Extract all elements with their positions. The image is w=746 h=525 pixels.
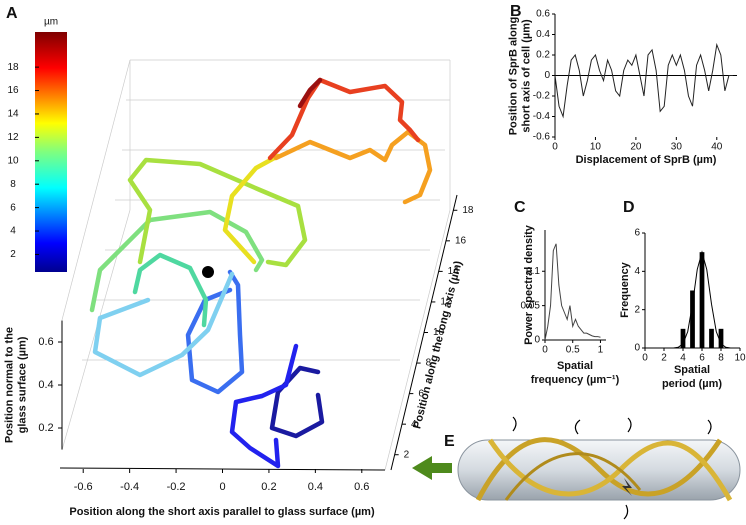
x-tick-label: 10 — [734, 353, 746, 364]
y-tick-label: 0 — [544, 70, 550, 81]
track — [475, 437, 723, 502]
x-tick-label: 2 — [661, 353, 667, 364]
bar — [718, 328, 724, 348]
y-tick-label: 6 — [634, 228, 640, 239]
bar — [699, 252, 705, 348]
colorbar-tick-label: 10 — [7, 155, 19, 166]
axis-label: short axis of cell (µm) — [520, 19, 532, 133]
long-tick-label: 14 — [448, 266, 460, 277]
z-tick-label: 0.4 — [38, 379, 53, 391]
x-tick-label: 0 — [642, 353, 648, 364]
long-tick-label: 16 — [455, 235, 467, 246]
y-tick-label: 2 — [634, 304, 640, 315]
y-tick-label: 0.1 — [526, 266, 540, 277]
y-tick-label: 4 — [634, 266, 640, 277]
axis-label: Position of SprB along — [507, 17, 519, 136]
axis-label: frequency (µm⁻¹) — [531, 374, 620, 386]
long-tick-label: 18 — [462, 205, 474, 216]
x-tick-label: 0.5 — [566, 345, 580, 356]
x-tick-label: -0.4 — [120, 481, 139, 493]
x-tick-label: 4 — [680, 353, 686, 364]
x-tick-label: 6 — [699, 353, 705, 364]
series-line — [544, 243, 601, 341]
y-tick-label: 0.05 — [521, 300, 541, 311]
colorbar-tick-label: 16 — [7, 85, 19, 96]
panel-label: B — [510, 3, 522, 20]
x-tick-label: 40 — [711, 142, 723, 153]
panel-e-diagram — [412, 416, 741, 520]
y-tick-label: -0.2 — [533, 91, 551, 102]
colorbar-tick-label: 14 — [7, 109, 19, 120]
z-tick-label: 0.2 — [38, 422, 53, 434]
colorbar — [35, 32, 67, 272]
direction-arrow — [412, 456, 452, 480]
axis-label: period (µm) — [662, 378, 722, 390]
bar — [709, 328, 714, 348]
x-tick-label: 0.4 — [308, 481, 323, 493]
long-tick-label: 4 — [411, 419, 417, 430]
colorbar-tick-label: 4 — [10, 226, 16, 237]
axis-label: Spatial — [674, 364, 710, 376]
colorbar-label: µm — [44, 17, 58, 28]
trajectory — [89, 77, 433, 469]
z-tick-label: 0.6 — [38, 336, 53, 348]
y-tick-label: -0.4 — [533, 111, 551, 122]
long-tick-label: 2 — [404, 449, 410, 460]
colorbar-tick-label: 2 — [10, 249, 16, 260]
axis-label: Displacement of SprB (µm) — [576, 154, 717, 166]
colorbar-tick-label: 18 — [7, 62, 19, 73]
x-tick-label: 0.6 — [354, 481, 369, 493]
series-line — [554, 42, 733, 119]
x-tick-label: 10 — [590, 142, 602, 153]
long-tick-label: 8 — [426, 358, 432, 369]
y-tick-label: 0.2 — [536, 50, 550, 61]
colorbar-tick-label: 12 — [7, 132, 19, 143]
x-tick-label: 0 — [552, 142, 558, 153]
x-tick-label: 8 — [718, 353, 724, 364]
colorbar-tick-label: 8 — [10, 179, 16, 190]
panel-label: C — [514, 199, 526, 216]
axis-label: Frequency — [619, 261, 631, 318]
y-tick-label: 0.6 — [536, 9, 550, 20]
panel-label: E — [444, 433, 455, 450]
x-tick-label: 0 — [542, 345, 548, 356]
bar — [690, 290, 695, 348]
box-grid — [61, 59, 451, 471]
long-tick-label: 10 — [433, 327, 445, 338]
axis-label: Spatial — [557, 360, 593, 372]
panel-label: A — [6, 5, 18, 22]
y-tick-label: 0.4 — [536, 29, 550, 40]
bar — [680, 328, 686, 348]
x-tick-label: -0.6 — [74, 481, 93, 493]
y-tick-label: 0 — [634, 343, 640, 354]
x-tick-label: 0 — [219, 481, 225, 493]
y-tick-label: 0 — [534, 335, 540, 346]
x-tick-label: 30 — [671, 142, 683, 153]
axis-label: Position along the long axis (µm) — [411, 259, 464, 430]
x-tick-label: 1 — [598, 345, 604, 356]
x-tick-label: 20 — [630, 142, 642, 153]
track — [504, 452, 642, 501]
long-tick-label: 12 — [440, 297, 452, 308]
fit-curve — [673, 250, 731, 349]
y-tick-label: -0.6 — [533, 132, 551, 143]
axis-label: Power spectral density — [523, 224, 535, 345]
x-tick-label: 0.2 — [261, 481, 276, 493]
axis-label: Position along the short axis parallel t… — [69, 506, 375, 518]
x-tick-label: -0.2 — [167, 481, 186, 493]
long-tick-label: 6 — [418, 388, 424, 399]
colorbar-tick-label: 6 — [10, 202, 16, 213]
axis-label: Position normal to the — [3, 327, 15, 443]
start-dot — [202, 266, 214, 278]
axis-label: glass surface (µm) — [16, 336, 28, 433]
panel-label: D — [623, 199, 635, 216]
